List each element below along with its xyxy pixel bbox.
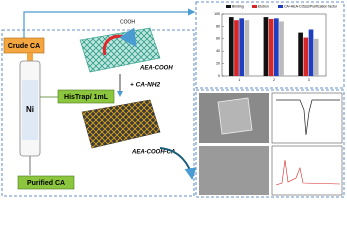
spectrum <box>271 92 343 144</box>
label: Ni <box>26 105 34 114</box>
legend-label: CA+AEA-COOH <box>284 4 310 8</box>
syringe-cap <box>27 53 33 61</box>
bar <box>234 20 239 76</box>
inset-chart: 0 20 40 60 80 100 1 2 3 Binding Elution CA+AEA-COOH… <box>214 4 338 82</box>
xrd-line <box>275 159 341 186</box>
arrow-red <box>102 27 137 56</box>
resin <box>22 80 38 140</box>
crystal <box>217 97 253 135</box>
legend-label: Binding <box>232 4 244 8</box>
bar <box>313 38 319 76</box>
ir-line <box>276 99 340 136</box>
spectrum <box>271 145 343 196</box>
sem-image <box>199 146 269 195</box>
y-tick-label: 60 <box>216 37 220 41</box>
bar <box>268 18 274 76</box>
y-tick-label: 20 <box>216 62 220 66</box>
bar <box>263 17 269 77</box>
label: HisTrap/ 1mL <box>64 94 109 101</box>
mesh <box>82 100 160 148</box>
label: AEA-COOH-CA <box>131 150 175 156</box>
mesh <box>80 28 160 72</box>
bar <box>244 20 250 76</box>
legend-swatch <box>304 5 309 8</box>
x-tick-label: 3 <box>308 78 310 82</box>
bar <box>274 18 279 76</box>
bar <box>228 17 234 77</box>
legend-swatch <box>278 5 283 8</box>
legend-label: Purification factor <box>310 4 338 8</box>
legend-swatch <box>252 5 257 8</box>
bar <box>303 37 309 76</box>
y-tick-label: 100 <box>214 12 220 16</box>
y-tick-label: 80 <box>216 24 220 28</box>
frames <box>1 1 345 198</box>
label: + CA-NH2 <box>130 82 161 89</box>
arrow <box>23 8 196 40</box>
y-tick-label: 40 <box>216 49 220 53</box>
legend-swatch <box>226 5 231 8</box>
legend-label: Elution <box>258 4 269 8</box>
bar <box>279 21 284 76</box>
label: Purified CA <box>27 180 65 187</box>
purified-box <box>17 175 75 190</box>
graphical-abstract: Crude CA Ni HisTrap/ 1mL Purified CA COO… <box>1 1 345 198</box>
arrow <box>159 147 197 180</box>
y-tick-label: 0 <box>218 74 220 78</box>
label: COOH <box>120 19 135 25</box>
label: Crude CA <box>8 43 40 50</box>
crude-box <box>3 37 45 54</box>
bar <box>298 32 303 76</box>
x-tick-label: 1 <box>238 78 240 82</box>
bar <box>239 18 245 76</box>
histrap-box <box>57 89 115 104</box>
x-tick-label: 2 <box>273 78 275 82</box>
bar <box>308 29 314 76</box>
label: AEA-COOH <box>139 66 173 72</box>
